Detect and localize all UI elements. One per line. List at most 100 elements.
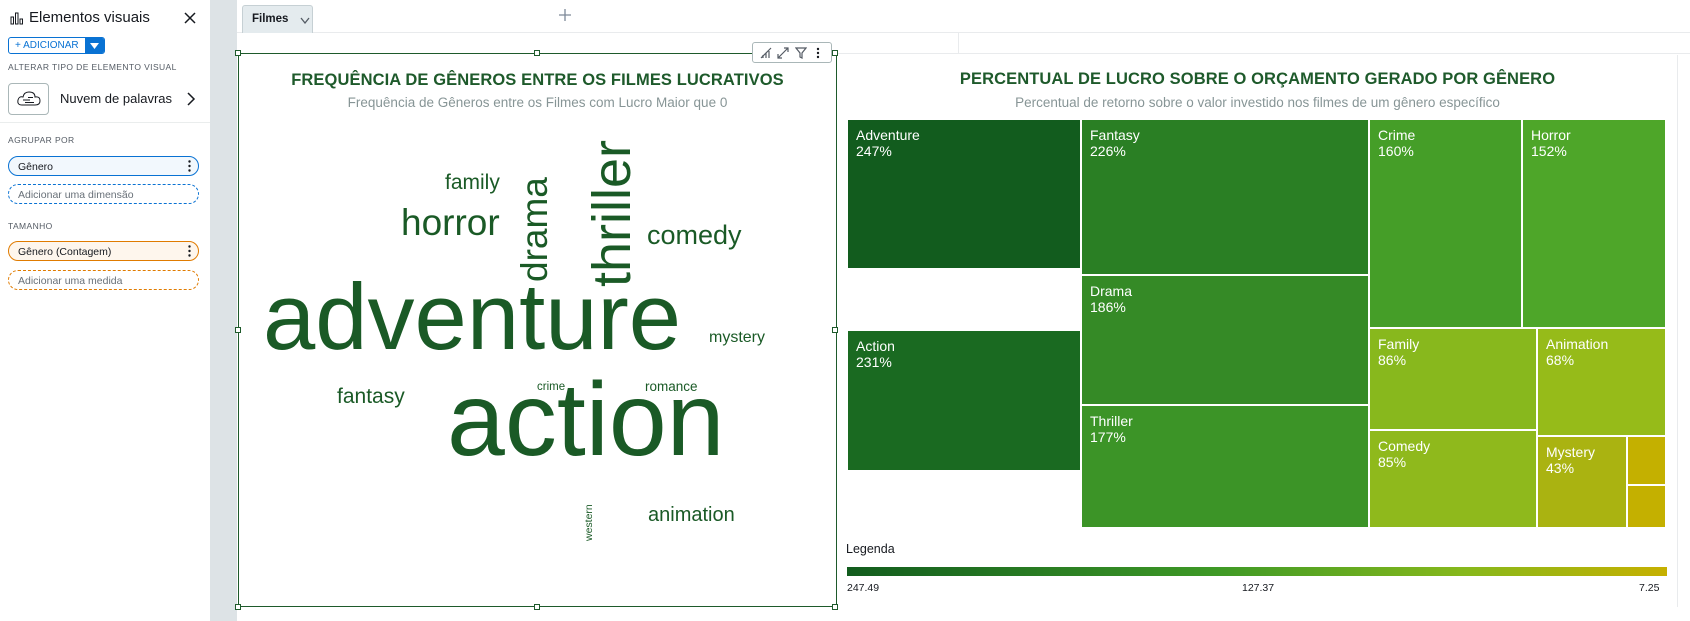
resize-handle[interactable]: [235, 50, 241, 56]
word-family[interactable]: family: [445, 171, 500, 194]
word-adventure[interactable]: adventure: [263, 264, 682, 369]
more-options-icon[interactable]: [812, 47, 824, 59]
treemap-cell-thriller[interactable]: Thriller 177%: [1080, 404, 1370, 529]
more-options-icon[interactable]: [188, 160, 191, 172]
cell-label: Crime: [1378, 127, 1416, 143]
treemap-cell-drama[interactable]: Drama 186%: [1080, 274, 1370, 406]
word-drama[interactable]: drama: [514, 177, 555, 282]
cell-value: 247%: [856, 143, 892, 159]
visual-subtitle: Frequência de Gêneros entre os Filmes co…: [347, 95, 728, 110]
visual-title: FREQUÊNCIA DE GÊNEROS ENTRE OS FILMES LU…: [291, 71, 784, 89]
add-measure-label: Adicionar uma medida: [18, 275, 123, 287]
treemap-cell-family[interactable]: Family 86%: [1368, 327, 1538, 431]
add-dimension-well[interactable]: Adicionar uma dimensão: [8, 184, 199, 204]
filter-icon[interactable]: [794, 46, 807, 59]
word-comedy[interactable]: comedy: [647, 220, 742, 250]
resize-handle[interactable]: [832, 50, 838, 56]
expand-icon[interactable]: [777, 46, 789, 59]
group-by-field-label: Gênero: [18, 161, 54, 173]
word-mystery[interactable]: mystery: [709, 329, 765, 346]
treemap-cell-action[interactable]: Action 231%: [846, 329, 1082, 472]
cell-value: 160%: [1378, 143, 1414, 159]
size-field-label: Gênero (Contagem): [18, 246, 112, 258]
cell-value: 85%: [1378, 454, 1407, 470]
resize-handle[interactable]: [534, 604, 540, 610]
add-sheet-icon[interactable]: [559, 9, 571, 21]
cell-label: Drama: [1090, 283, 1133, 299]
more-options-icon[interactable]: [188, 245, 191, 257]
resize-handle[interactable]: [235, 604, 241, 610]
resize-handle[interactable]: [832, 604, 838, 610]
cell-value: 152%: [1531, 143, 1567, 159]
visual-type-selector[interactable]: [8, 83, 49, 115]
sheet-tab-bar: Filmes: [237, 0, 1690, 33]
divider: [0, 122, 210, 123]
treemap-cell-crime[interactable]: Crime 160%: [1368, 118, 1523, 329]
cell-label: Animation: [1546, 336, 1609, 352]
treemap-cell-adventure[interactable]: Adventure 247%: [846, 118, 1082, 270]
add-visual-button[interactable]: + ADICIONAR: [8, 37, 105, 54]
word-horror[interactable]: horror: [401, 202, 500, 243]
cell-label: Adventure: [856, 127, 920, 143]
treemap-cell-horror[interactable]: Horror 152%: [1521, 118, 1667, 329]
treemap-cell-fantasy[interactable]: Fantasy 226%: [1080, 118, 1370, 276]
add-dimension-label: Adicionar uma dimensão: [18, 189, 134, 201]
chevron-down-icon[interactable]: [300, 17, 310, 24]
cell-value: 231%: [856, 354, 892, 370]
visual-subtitle: Percentual de retorno sobre o valor inve…: [1015, 95, 1500, 110]
group-by-field-well[interactable]: Gênero: [8, 156, 199, 176]
legend-max: 7.25: [1639, 582, 1660, 594]
word-thriller[interactable]: thriller: [582, 139, 642, 287]
cell-label: Thriller: [1090, 413, 1133, 429]
treemap-cell-comedy[interactable]: Comedy 85%: [1368, 429, 1538, 529]
word-animation[interactable]: animation: [648, 504, 735, 526]
panel-gutter: [210, 0, 237, 621]
legend-gradient: [847, 567, 1667, 576]
bar-chart-icon: [10, 12, 23, 24]
word-cloud-visual[interactable]: FREQUÊNCIA DE GÊNEROS ENTRE OS FILMES LU…: [235, 50, 838, 610]
cell-label: Action: [856, 338, 895, 354]
word-western[interactable]: western: [583, 504, 595, 541]
resize-handle[interactable]: [534, 50, 540, 56]
size-field-well[interactable]: Gênero (Contagem): [8, 241, 199, 261]
group-by-label: AGRUPAR POR: [8, 135, 75, 145]
insights-icon[interactable]: [760, 47, 772, 59]
word-crime[interactable]: crime: [537, 381, 566, 393]
tab-filmes[interactable]: Filmes: [242, 5, 313, 33]
change-type-label: ALTERAR TIPO DE ELEMENTO VISUAL: [8, 62, 177, 72]
visual-type-label[interactable]: Nuvem de palavras: [60, 91, 172, 106]
treemap-cell-unlabeled[interactable]: [1626, 435, 1667, 486]
caret-down-icon: [89, 42, 99, 49]
cell-value: 177%: [1090, 429, 1126, 445]
close-icon[interactable]: [182, 10, 198, 26]
chevron-right-icon[interactable]: [186, 91, 196, 107]
cell-label: Fantasy: [1090, 127, 1140, 143]
size-label: TAMANHO: [8, 221, 53, 231]
resize-handle[interactable]: [832, 327, 838, 333]
treemap-cell-mystery[interactable]: Mystery 43%: [1536, 435, 1628, 529]
cell-label: Comedy: [1378, 438, 1431, 454]
cell-value: 68%: [1546, 352, 1575, 368]
add-measure-well[interactable]: Adicionar uma medida: [8, 270, 199, 290]
cell-value: 43%: [1546, 460, 1575, 476]
cell-label: Family: [1378, 336, 1420, 352]
treemap-cell-animation[interactable]: Animation 68%: [1536, 327, 1667, 437]
cell-label: Mystery: [1546, 444, 1595, 460]
legend-title: Legenda: [846, 542, 895, 556]
add-visual-dropdown[interactable]: [84, 38, 104, 53]
word-action[interactable]: action: [447, 362, 725, 478]
word-romance[interactable]: romance: [645, 379, 698, 394]
panel-title: Elementos visuais: [29, 9, 150, 26]
add-visual-label[interactable]: + ADICIONAR: [15, 40, 79, 51]
cell-label: Horror: [1531, 127, 1571, 143]
treemap-visual[interactable]: PERCENTUAL DE LUCRO SOBRE O ORÇAMENTO GE…: [838, 55, 1678, 607]
cell-value: 86%: [1378, 352, 1407, 368]
panel-header: Elementos visuais: [10, 9, 150, 26]
word-fantasy[interactable]: fantasy: [337, 385, 405, 408]
visuals-panel: Elementos visuais + ADICIONAR ALTERAR TI…: [0, 0, 210, 621]
cell-value: 226%: [1090, 143, 1126, 159]
resize-handle[interactable]: [235, 327, 241, 333]
treemap-cell-unlabeled[interactable]: [1626, 484, 1667, 529]
visual-toolbar: [752, 42, 832, 63]
tab-label: Filmes: [252, 13, 289, 25]
